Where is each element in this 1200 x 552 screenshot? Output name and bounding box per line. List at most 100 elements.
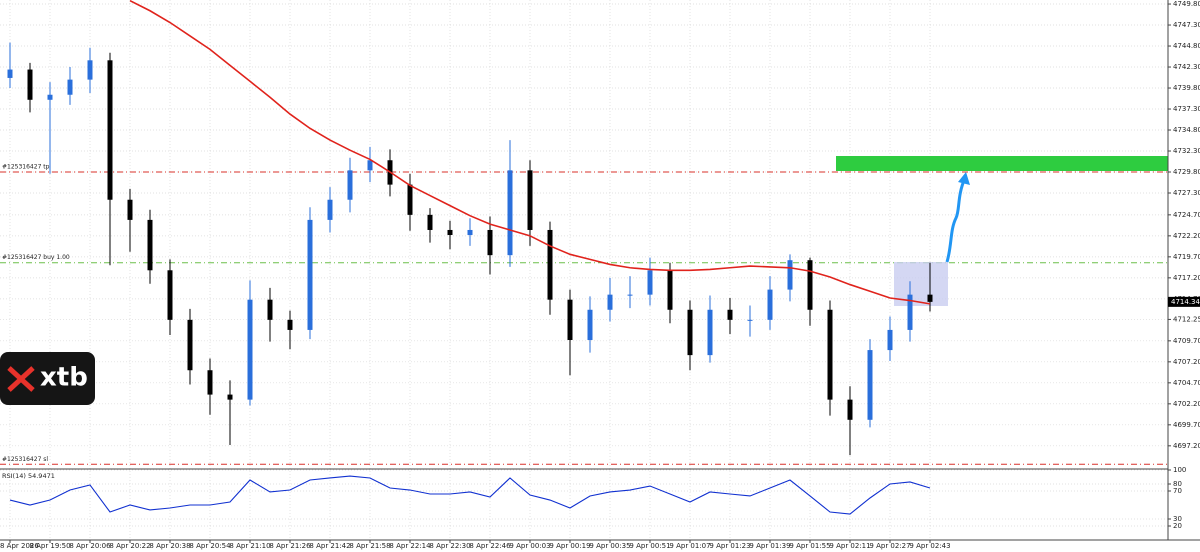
arrow-head	[958, 172, 970, 185]
candle-body	[347, 170, 353, 200]
x-tick-label: 9 Apr 01:07	[669, 542, 710, 550]
x-tick-label: 9 Apr 00:19	[549, 542, 590, 550]
logo: xtb	[0, 352, 95, 405]
candle-body	[147, 219, 153, 271]
candle-body	[327, 199, 333, 220]
candle-body	[47, 94, 53, 100]
candle-body	[627, 294, 633, 296]
x-tick-label: 8 Apr 22:30	[429, 542, 470, 550]
y-tick-label: 4709.70	[1173, 337, 1200, 345]
candle-body	[867, 350, 873, 420]
candle-body	[727, 309, 733, 320]
candle-body	[707, 309, 713, 356]
rsi-y-tick-label: 30	[1173, 515, 1182, 523]
target-zone	[836, 156, 1168, 171]
x-tick-label: 9 Apr 01:39	[749, 542, 790, 550]
candle-body	[687, 309, 693, 356]
y-tick-label: 4702.20	[1173, 400, 1200, 408]
y-tick-label: 4724.70	[1173, 211, 1200, 219]
rsi-y-tick-label: 20	[1173, 522, 1182, 530]
candle-body	[407, 184, 413, 215]
x-tick-label: 8 Apr 21:42	[309, 542, 350, 550]
candle-body	[447, 229, 453, 236]
x-tick-label: 8 Apr 21:26	[269, 542, 311, 550]
candle-body	[607, 294, 613, 310]
logo-box	[0, 352, 95, 405]
candle-body	[187, 319, 193, 371]
projection-arrow	[945, 177, 967, 263]
x-tick-label: 8 Apr 20:38	[149, 542, 190, 550]
candle-body	[547, 229, 553, 300]
x-tick-label: 8 Apr 20:22	[109, 542, 150, 550]
candle-body	[647, 270, 653, 295]
y-tick-label: 4744.80	[1173, 42, 1200, 50]
x-tick-label: 8 Apr 20:54	[189, 542, 231, 550]
y-tick-label: 4712.25	[1173, 315, 1200, 323]
candle-body	[747, 319, 753, 321]
x-tick-label: 9 Apr 00:03	[509, 542, 550, 550]
x-tick-label: 8 Apr 21:58	[349, 542, 390, 550]
rsi-y-tick-label: 80	[1173, 480, 1182, 488]
candle-body	[487, 229, 493, 256]
y-tick-label: 4737.30	[1173, 105, 1200, 113]
candle-body	[107, 60, 113, 200]
y-tick-label: 4749.80	[1173, 0, 1200, 8]
rsi-label: RSI(14) 54.9471	[2, 472, 55, 480]
price-tag	[1168, 296, 1200, 307]
y-tick-label: 4699.70	[1173, 421, 1200, 429]
y-tick-label: 4729.80	[1173, 168, 1200, 176]
y-tick-label: 4727.30	[1173, 189, 1200, 197]
highlight-zone	[894, 262, 948, 306]
rsi-line	[9, 475, 931, 515]
rsi-y-tick-label: 70	[1173, 487, 1182, 495]
candle-body	[127, 199, 133, 220]
x-tick-label: 9 Apr 02:27	[869, 542, 910, 550]
y-tick-label: 4704.70	[1173, 379, 1200, 387]
x-tick-label: 8 Apr 19:50	[29, 542, 70, 550]
x-tick-label: 8 Apr 21:10	[229, 542, 270, 550]
candle-body	[227, 394, 233, 400]
x-tick-label: 9 Apr 02:43	[909, 542, 950, 550]
order-label: #125316427 tp	[2, 164, 50, 171]
x-tick-label: 9 Apr 00:51	[629, 542, 670, 550]
order-label: #125316427 buy 1.00	[2, 254, 70, 261]
x-tick-label: 9 Apr 01:55	[789, 542, 830, 550]
x-tick-label: 8 Apr 22:14	[389, 542, 431, 550]
logo-text: xtb	[40, 363, 88, 393]
y-tick-label: 4719.70	[1173, 253, 1200, 261]
candle-body	[247, 299, 253, 400]
candle-body	[267, 299, 273, 320]
x-tick-label: 8 Apr 2026	[0, 542, 39, 550]
candle-body	[787, 260, 793, 290]
candle-body	[767, 289, 773, 320]
y-tick-label: 4742.30	[1173, 63, 1200, 71]
logo-icon	[7, 366, 35, 392]
x-tick-label: 9 Apr 01:23	[709, 542, 750, 550]
candle-body	[667, 270, 673, 310]
candle-body	[67, 79, 73, 95]
candle-body	[27, 69, 33, 100]
candle-body	[207, 370, 213, 395]
x-tick-label: 9 Apr 00:35	[589, 542, 630, 550]
y-tick-label: 4697.20	[1173, 442, 1200, 450]
candle-body	[527, 170, 533, 230]
candle-body	[507, 170, 513, 256]
y-tick-label: 4739.80	[1173, 84, 1200, 92]
candle-body	[167, 270, 173, 320]
candle-body	[847, 399, 853, 420]
candle-body	[907, 294, 913, 330]
candle-body	[87, 60, 93, 80]
candle-body	[827, 309, 833, 400]
y-tick-label: 4707.20	[1173, 358, 1200, 366]
y-tick-label: 4732.30	[1173, 147, 1200, 155]
y-tick-label: 4747.30	[1173, 21, 1200, 29]
x-tick-label: 9 Apr 02:11	[829, 542, 870, 550]
y-tick-label: 4717.20	[1173, 274, 1200, 282]
x-tick-label: 8 Apr 22:46	[469, 542, 511, 550]
price-tag-label: 4714.34	[1171, 298, 1200, 306]
candle-body	[467, 229, 473, 236]
plot-layer	[7, 0, 933, 515]
candle-body	[927, 294, 933, 302]
